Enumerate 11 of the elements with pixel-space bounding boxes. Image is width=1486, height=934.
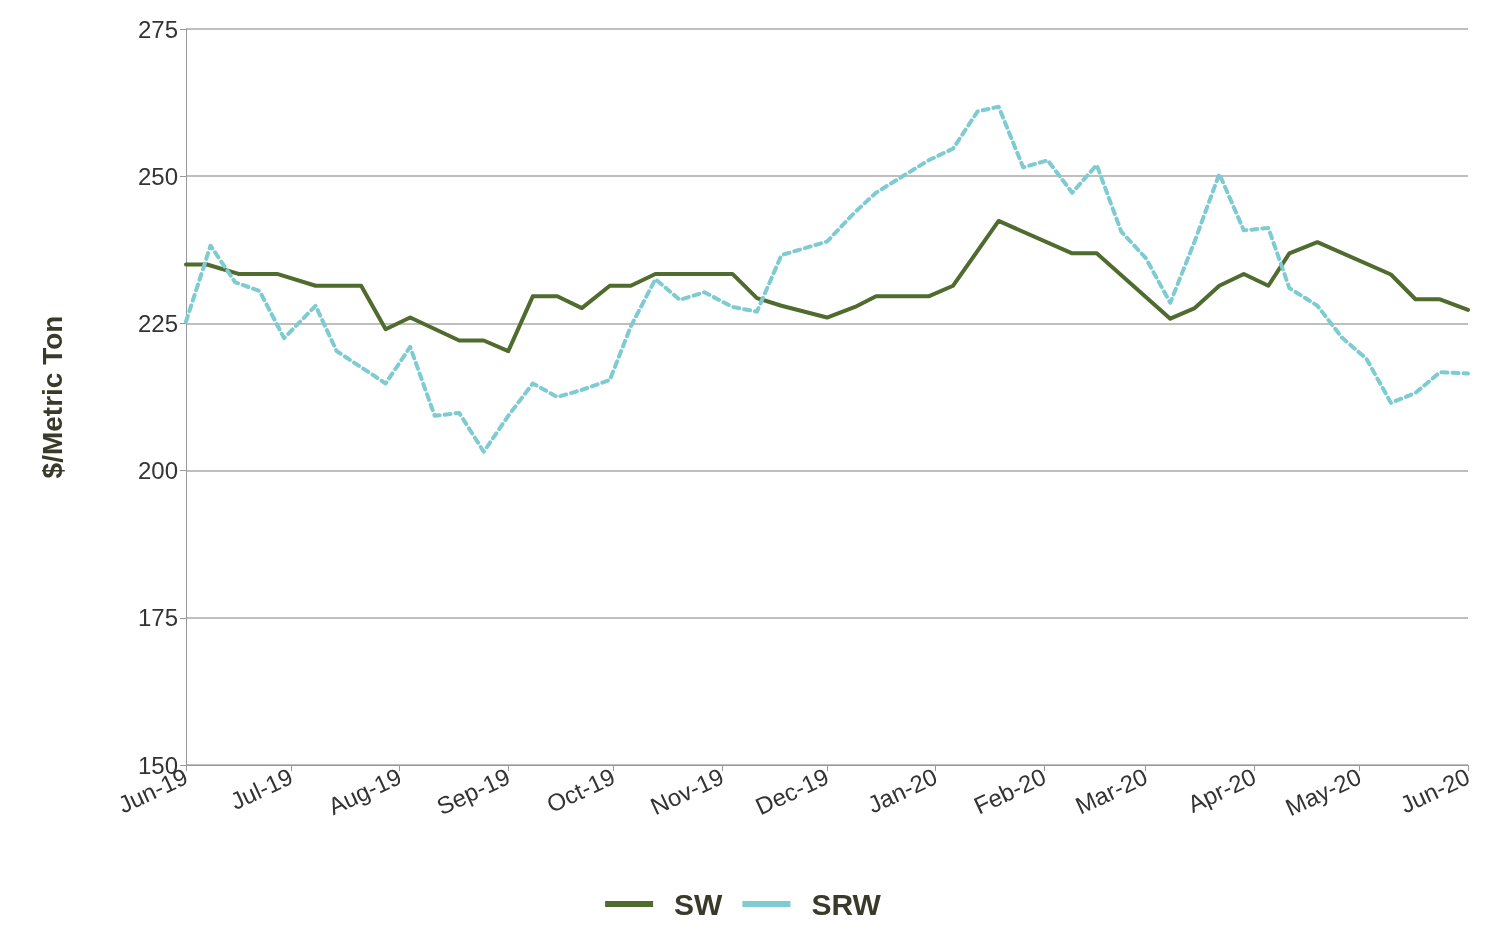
- y-tick-label: 175: [137, 604, 178, 632]
- line-series: [184, 218, 1470, 354]
- y-tick-label: 200: [137, 457, 178, 485]
- y-tick-label: 275: [137, 15, 178, 43]
- legend-label: SW: [674, 887, 724, 921]
- y-tick-label: 225: [137, 309, 178, 337]
- line-series: [184, 104, 1470, 454]
- y-axis-title: $/Metric Ton: [36, 315, 68, 479]
- legend-label: SRW: [811, 887, 882, 921]
- x-tick-label: Jul-19: [226, 762, 297, 815]
- y-tick-label: 250: [137, 162, 178, 190]
